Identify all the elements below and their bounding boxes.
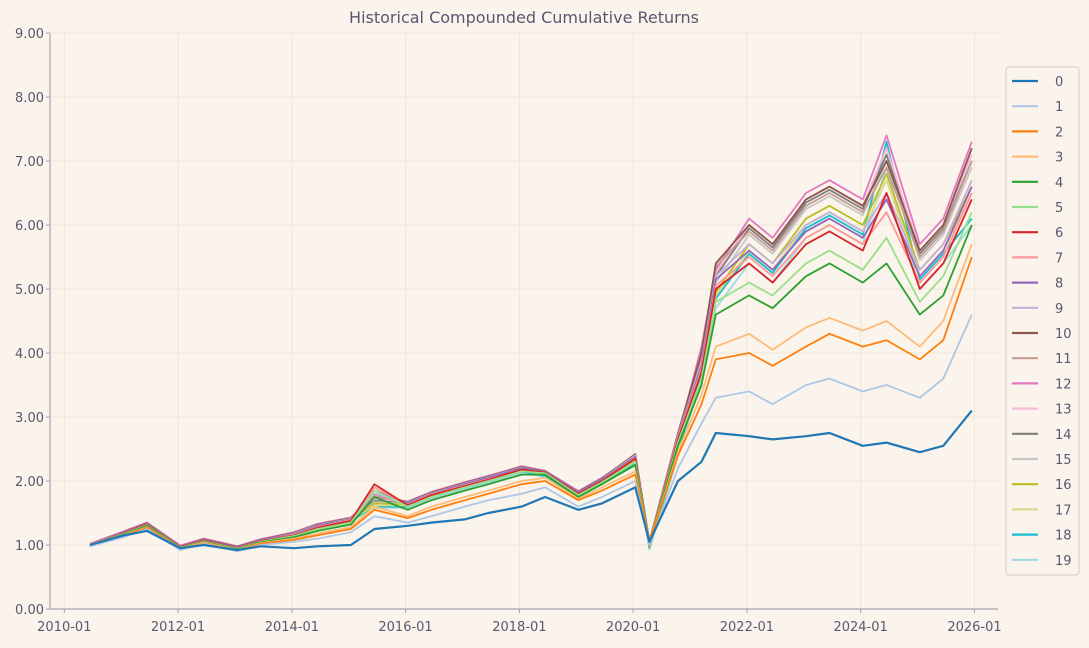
series-line-9 — [89, 179, 973, 549]
y-tick-label: 8.00 — [15, 91, 44, 106]
x-tick-label: 2016-01 — [378, 620, 432, 635]
x-axis-ticks: 2010-01 2012-01 2014-01 2016-01 2018-01 2020-… — [37, 609, 1002, 635]
y-tick-label: 6.00 — [15, 219, 44, 234]
legend-label-7: 7 — [1055, 251, 1063, 266]
legend-box — [1005, 66, 1080, 576]
series-line-5 — [89, 211, 973, 550]
series-lines — [89, 134, 973, 553]
series-line-2 — [89, 256, 973, 552]
legend-label-18: 18 — [1055, 529, 1072, 544]
legend-label-15: 15 — [1055, 453, 1072, 468]
x-tick-label: 2010-01 — [37, 620, 91, 635]
legend-label-14: 14 — [1055, 428, 1072, 443]
x-tick-label: 2026-01 — [947, 620, 1001, 635]
legend-label-10: 10 — [1055, 327, 1072, 342]
series-line-12 — [89, 134, 973, 548]
legend-label-17: 17 — [1055, 503, 1072, 518]
legend-label-16: 16 — [1055, 478, 1072, 493]
y-tick-label: 0.00 — [15, 603, 44, 618]
legend-label-8: 8 — [1055, 277, 1063, 292]
chart-title: Historical Compounded Cumulative Returns — [349, 8, 699, 27]
legend-label-5: 5 — [1055, 201, 1063, 216]
legend-label-3: 3 — [1055, 151, 1063, 166]
series-line-17 — [89, 179, 973, 550]
x-tick-label: 2024-01 — [833, 620, 887, 635]
legend-label-11: 11 — [1055, 352, 1072, 367]
y-tick-label: 9.00 — [15, 27, 44, 42]
legend-label-6: 6 — [1055, 226, 1063, 241]
series-line-14 — [89, 153, 973, 548]
legend-label-19: 19 — [1055, 554, 1072, 569]
legend-label-1: 1 — [1055, 100, 1063, 115]
legend-label-0: 0 — [1055, 75, 1063, 90]
series-line-1 — [89, 314, 973, 553]
legend-label-9: 9 — [1055, 302, 1063, 317]
y-tick-label: 7.00 — [15, 155, 44, 170]
y-tick-label: 1.00 — [15, 539, 44, 554]
y-tick-label: 5.00 — [15, 283, 44, 298]
x-tick-label: 2018-01 — [492, 620, 546, 635]
x-tick-label: 2012-01 — [151, 620, 205, 635]
series-line-3 — [89, 243, 973, 551]
x-tick-label: 2022-01 — [720, 620, 774, 635]
series-line-8 — [89, 186, 973, 549]
y-axis-ticks: 0.00 1.00 2.00 3.00 4.00 5.00 6.00 7.00 8.00 9.00 — [15, 27, 50, 618]
y-tick-label: 3.00 — [15, 411, 44, 426]
x-tick-label: 2020-01 — [606, 620, 660, 635]
x-tick-label: 2014-01 — [265, 620, 319, 635]
series-line-13 — [89, 147, 973, 548]
y-tick-label: 2.00 — [15, 475, 44, 490]
series-line-7 — [89, 192, 973, 550]
legend-label-2: 2 — [1055, 125, 1063, 140]
axes — [49, 33, 998, 610]
legend-label-12: 12 — [1055, 377, 1072, 392]
legend-label-4: 4 — [1055, 176, 1063, 191]
y-tick-label: 4.00 — [15, 347, 44, 362]
grid — [50, 32, 998, 610]
legend-label-13: 13 — [1055, 403, 1072, 418]
series-line-6 — [89, 192, 973, 550]
series-line-4 — [89, 224, 973, 551]
series-line-0 — [89, 409, 973, 552]
series-line-10 — [89, 147, 973, 548]
